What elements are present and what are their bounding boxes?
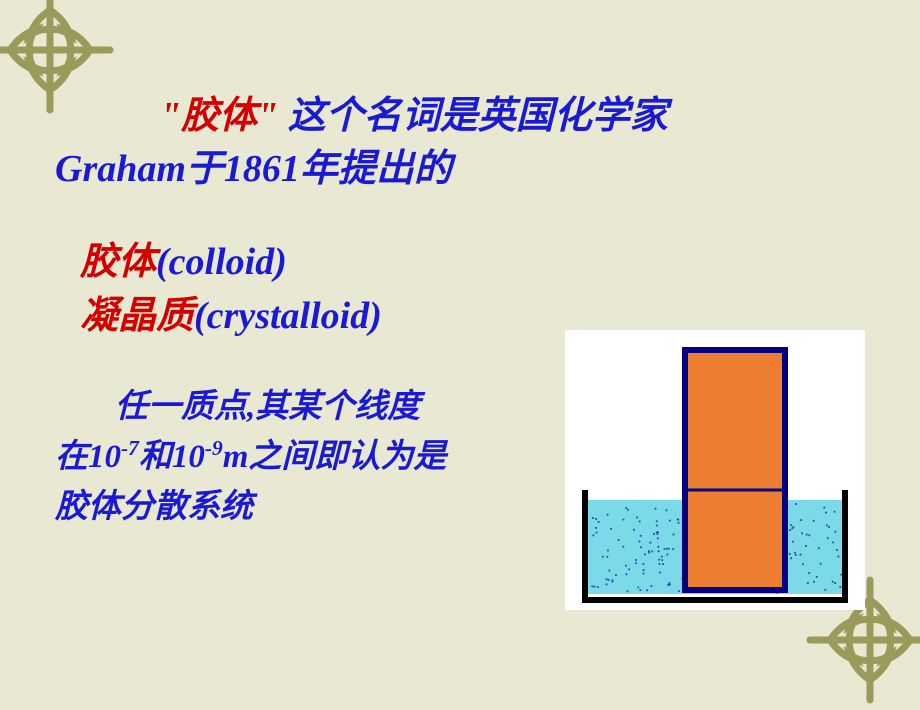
title-line2: Graham于1861年提出的 — [55, 143, 890, 196]
title-red: "胶体" — [160, 95, 278, 137]
para-line-a: 任一质点,其某个线度 — [115, 389, 420, 425]
title-line1: "胶体" 这个名词是英国化学家 — [160, 90, 890, 143]
term1-red: 胶体 — [80, 241, 156, 283]
title-blue: 这个名词是英国化学家 — [278, 95, 668, 137]
term-colloid: 胶体(colloid) — [80, 236, 890, 289]
para-b-sup2: -9 — [205, 436, 223, 460]
dialysis-diagram — [565, 330, 865, 610]
term2-blue: (crystalloid) — [194, 295, 382, 337]
para-b-post: m之间即认为是 — [223, 439, 447, 475]
term2-red: 凝晶质 — [80, 295, 194, 337]
para-line-c: 胶体分散系统 — [55, 489, 253, 525]
definition-paragraph: 任一质点,其某个线度 在10-7和10-9m之间即认为是 胶体分散系统 — [55, 383, 575, 533]
para-b-pre: 在10 — [55, 439, 121, 475]
term1-blue: (colloid) — [156, 241, 287, 283]
para-b-mid: 和10 — [139, 439, 205, 475]
para-b-sup1: -7 — [121, 436, 139, 460]
